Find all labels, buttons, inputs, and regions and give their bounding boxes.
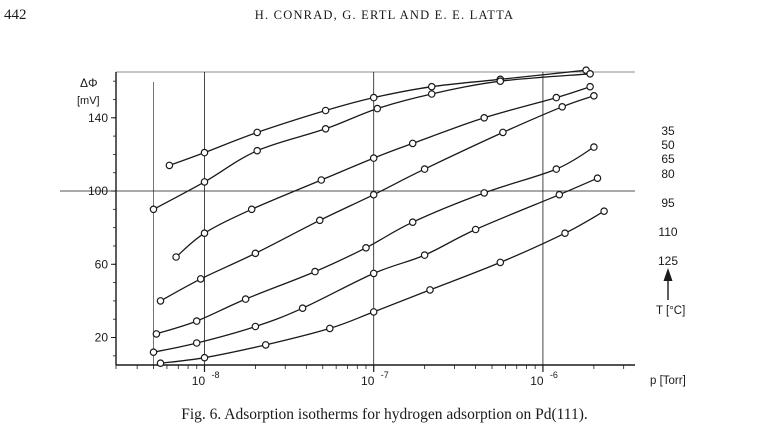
- data-point-125-1: [200, 353, 209, 362]
- data-point-80-5: [420, 165, 429, 173]
- data-point-95-0: [152, 330, 161, 338]
- y-tick-label-2: 100: [88, 184, 108, 198]
- y-axis-unit: [mV]: [77, 95, 100, 107]
- data-point-35-4: [369, 93, 378, 102]
- data-point-125-3: [325, 324, 334, 333]
- isotherm-curve-35: [169, 69, 587, 167]
- data-point-110-2: [251, 322, 260, 331]
- data-point-65-8: [586, 82, 594, 91]
- data-point-35-1: [200, 148, 209, 157]
- data-point-65-0: [172, 253, 180, 261]
- series-label-50: 50: [661, 138, 675, 152]
- data-point-80-7: [558, 103, 567, 111]
- data-point-125-5: [426, 286, 434, 294]
- data-point-80-4: [369, 190, 378, 199]
- data-point-110-4: [369, 269, 378, 278]
- data-point-95-7: [552, 165, 561, 173]
- series-label-110: 110: [658, 225, 677, 239]
- data-point-110-5: [420, 251, 429, 259]
- data-point-65-6: [480, 114, 489, 122]
- isotherm-curve-80: [160, 95, 595, 302]
- data-point-50-0: [149, 205, 158, 214]
- x-tick-label-1: 10: [361, 374, 375, 388]
- data-point-125-2: [261, 341, 270, 349]
- data-point-95-6: [480, 189, 489, 197]
- y-tick-label-3: 140: [88, 111, 108, 125]
- data-point-50-5: [427, 90, 436, 98]
- series-label-80: 80: [661, 167, 675, 181]
- data-point-80-8: [590, 92, 598, 100]
- data-point-110-0: [149, 348, 158, 357]
- isotherm-curve-95: [156, 146, 595, 335]
- running-head: H. CONRAD, G. ERTL AND E. E. LATTA: [254, 8, 515, 22]
- data-point-80-2: [251, 249, 260, 258]
- data-point-80-1: [196, 275, 205, 283]
- data-point-35-2: [253, 128, 262, 137]
- data-point-125-4: [369, 308, 378, 316]
- x-tick-label-exp-1: -7: [381, 370, 389, 380]
- isotherm-chart: ΔΦ [mV] p [Torr] T [°C] 20 60 100 140 10 -8 10…: [60, 66, 686, 388]
- points-layer: [149, 66, 608, 368]
- axes-layer: ΔΦ [mV] p [Torr] T [°C]: [77, 71, 686, 387]
- isotherm-curve-110: [153, 177, 598, 353]
- data-point-125-7: [561, 229, 569, 238]
- x-tick-label-2: 10: [530, 374, 544, 388]
- series-label-35: 35: [661, 124, 675, 138]
- x-tick-label-exp-0: -8: [211, 370, 219, 380]
- x-axis-label: p [Torr]: [650, 375, 686, 387]
- data-point-80-3: [315, 216, 324, 225]
- data-point-95-2: [241, 295, 250, 303]
- data-point-65-4: [369, 154, 378, 162]
- ticks-layer: 20 60 100 140 10 -8 10 -7 10 -6: [88, 80, 625, 388]
- data-point-110-6: [471, 225, 480, 234]
- data-point-50-4: [373, 104, 382, 113]
- legend-arrow-icon: [663, 268, 673, 300]
- page-number: 442: [4, 7, 27, 23]
- data-point-125-6: [496, 258, 505, 267]
- figure-caption: Fig. 6. Adsorption isotherms for hydroge…: [181, 406, 588, 423]
- data-point-65-1: [200, 229, 209, 238]
- data-point-65-7: [552, 93, 561, 102]
- series-label-95: 95: [661, 196, 675, 210]
- curves-layer: [153, 69, 605, 364]
- data-point-50-1: [200, 178, 209, 186]
- data-point-50-6: [496, 77, 505, 86]
- data-point-80-6: [499, 128, 507, 137]
- grid-layer: [60, 72, 635, 365]
- data-point-95-1: [192, 317, 201, 325]
- y-axis-label: ΔΦ: [80, 76, 98, 90]
- data-point-65-5: [408, 139, 417, 148]
- data-point-110-7: [555, 190, 564, 199]
- data-point-110-1: [192, 339, 201, 347]
- isotherm-curve-50: [153, 73, 591, 210]
- y-tick-label-0: 20: [95, 331, 109, 345]
- legend-title: T [°C]: [656, 305, 685, 317]
- data-point-65-2: [247, 205, 256, 214]
- data-point-110-8: [593, 174, 602, 183]
- data-point-110-3: [298, 304, 307, 313]
- series-label-125: 125: [658, 254, 678, 268]
- data-point-125-8: [600, 207, 608, 216]
- data-point-95-8: [590, 143, 598, 151]
- data-point-125-0: [156, 359, 165, 368]
- data-point-35-5: [427, 82, 436, 91]
- data-point-95-3: [311, 267, 319, 276]
- data-point-50-2: [253, 146, 262, 155]
- data-point-95-5: [408, 218, 417, 227]
- isotherm-curve-65: [175, 86, 591, 258]
- x-tick-label-exp-2: -6: [550, 370, 558, 380]
- data-point-65-3: [317, 176, 326, 184]
- data-point-95-4: [362, 244, 370, 252]
- data-point-50-3: [321, 125, 330, 133]
- data-point-80-0: [156, 297, 165, 305]
- y-tick-label-1: 60: [95, 257, 109, 271]
- series-label-65: 65: [661, 152, 675, 166]
- x-tick-label-0: 10: [192, 374, 206, 388]
- data-point-35-3: [321, 106, 330, 115]
- isotherm-curve-125: [160, 210, 605, 364]
- data-point-35-0: [165, 161, 174, 170]
- data-point-50-7: [586, 70, 594, 78]
